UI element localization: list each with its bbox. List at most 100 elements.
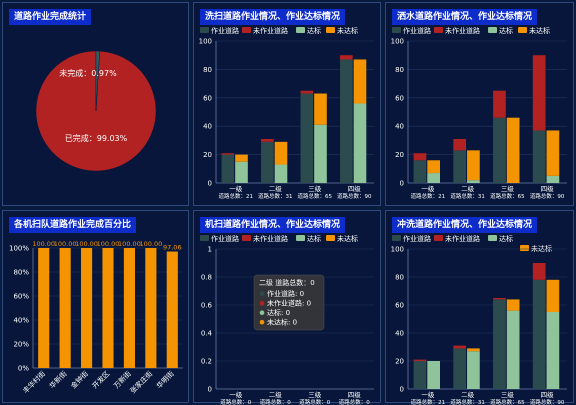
legend-swatch xyxy=(434,27,443,33)
bar-not-reached xyxy=(467,348,480,352)
panel-title: 机扫道路作业情况、作业达标情况 xyxy=(200,217,346,233)
bar-reached xyxy=(467,180,480,183)
y-tick-label: 80 xyxy=(203,66,212,74)
bar-not-reached xyxy=(235,154,248,162)
bar-work-road xyxy=(532,279,546,389)
legend-label: 未达标 xyxy=(529,26,550,35)
bar-reached xyxy=(546,175,560,183)
y-tick-label: 20 xyxy=(395,151,404,159)
x-sublabel: 道路总数：65 xyxy=(490,398,525,405)
bar-work-road xyxy=(261,141,274,183)
bar-work-road xyxy=(453,150,467,183)
x-category-label: 华明街 xyxy=(154,369,175,390)
x-sublabel: 道路总数：90 xyxy=(337,192,372,200)
bar-not-work-road xyxy=(453,345,467,349)
y-tick-label: 80 xyxy=(395,274,404,282)
bar-reached xyxy=(353,103,367,183)
y-tick-label: 60 xyxy=(395,94,404,102)
bar-work-road xyxy=(413,160,427,183)
legend-label: 未作业道路 xyxy=(253,234,288,243)
y-tick-label: 100 xyxy=(391,38,404,46)
legend-swatch xyxy=(296,27,305,33)
tooltip-item: 作业道路: 0 xyxy=(267,289,304,298)
tooltip-box xyxy=(253,274,325,331)
x-sublabel: 道路总数：0 xyxy=(220,398,252,405)
panel-title: 道路作业完成统计 xyxy=(9,9,92,25)
y-tick-label: 0 xyxy=(208,180,212,188)
x-sublabel: 道路总数：31 xyxy=(258,192,293,200)
x-category-label: 开发区 xyxy=(90,369,111,390)
y-tick-label: 100 xyxy=(391,246,404,254)
legend-swatch xyxy=(200,27,209,33)
bar-data-label: 100.00 xyxy=(75,240,98,248)
y-tick-label: 0 xyxy=(208,386,212,394)
bar-chart-team: 0%20%40%60%80%100%100.00丰华村街100.00华新街100… xyxy=(9,240,183,395)
bar-data-label: 100.00 xyxy=(118,240,141,248)
y-tick-label: 0 xyxy=(400,386,404,394)
panel-title: 各机扫队道路作业完成百分比 xyxy=(9,217,137,233)
bar-not-reached xyxy=(546,130,560,176)
x-category-label: 四级 xyxy=(541,184,555,193)
x-category-label: 四级 xyxy=(348,184,362,193)
x-sublabel: 道路总数：65 xyxy=(490,192,525,200)
y-tick-label: 0 xyxy=(400,180,404,188)
bar-not-work-road xyxy=(532,263,546,280)
x-sublabel: 道路总数：90 xyxy=(530,192,565,200)
panel-title: 洗扫道路作业情况、作业达标情况 xyxy=(200,9,346,25)
bar-not-work-road xyxy=(493,90,506,118)
bar-data-label: 97.06 xyxy=(163,244,182,252)
bar-not-work-road xyxy=(493,298,506,300)
panel-flush-roads: 冲洗道路作业情况、作业达标情况 作业道路 未作业道路 达标 未达标 0 20 40 60 80 1… xyxy=(385,210,574,405)
x-category-label: 四级 xyxy=(348,390,362,399)
x-category-label: 二级 xyxy=(269,390,283,399)
bar-data-label: 100.00 xyxy=(139,240,162,248)
bar-not-reached xyxy=(506,117,520,183)
bar-not-reached xyxy=(506,299,520,311)
pie-slice-undone xyxy=(95,50,100,112)
panel-road-completion: 道路作业完成统计 已完成：99.03% 未完成：0.97% xyxy=(2,2,189,206)
y-tick-label: 100% xyxy=(9,245,29,253)
y-tick-label: 80% xyxy=(13,269,29,277)
x-sublabel: 道路总数：0 xyxy=(260,398,292,405)
x-category-label: 二级 xyxy=(269,184,283,193)
legend-label: 达标 xyxy=(499,234,513,243)
bar-not-work-road xyxy=(340,55,353,60)
panel-sprinkle-roads: 洒水道路作业情况、作业达标情况 作业道路 未作业道路 达标 未达标 0 20 40 60 80 1… xyxy=(385,2,574,206)
x-category-label: 一级 xyxy=(229,390,243,399)
bar-team-completion xyxy=(102,248,114,368)
bar-not-reached xyxy=(274,141,288,165)
y-tick-label: 40 xyxy=(395,330,404,338)
x-category-label: 华新街 xyxy=(47,369,68,390)
x-sublabel: 道路总数：31 xyxy=(450,398,485,405)
tooltip-dot xyxy=(259,310,265,315)
x-category-label: 万新街 xyxy=(112,369,133,390)
bar-work-road xyxy=(300,93,314,183)
tooltip-item: 未作业道路: 0 xyxy=(267,299,311,308)
y-tick-label: 40% xyxy=(13,317,29,325)
x-category-label: 四级 xyxy=(541,390,555,399)
panel-sweep-roads: 洗扫道路作业情况、作业达标情况 作业道路 未作业道路 达标 未达标 0 20 40 60 80 1… xyxy=(193,2,381,206)
bar-not-work-road xyxy=(532,55,546,131)
x-category-label: 二级 xyxy=(461,184,475,193)
bar-not-work-road xyxy=(453,138,467,151)
panel-title: 冲洗道路作业情况、作业达标情况 xyxy=(392,217,538,233)
y-tick-label: 100 xyxy=(199,38,212,46)
bar-data-label: 100.00 xyxy=(54,240,77,248)
legend-label: 作业道路 xyxy=(403,234,431,243)
x-sublabel: 道路总数：0 xyxy=(339,398,371,405)
x-sublabel: 道路总数：21 xyxy=(411,192,446,200)
pie-label-undone: 未完成：0.97% xyxy=(59,68,117,78)
legend-label: 作业道路 xyxy=(403,26,431,35)
x-category-label: 三级 xyxy=(501,390,515,399)
bar-work-road xyxy=(413,361,427,389)
bar-not-reached xyxy=(467,150,480,181)
tooltip-dot xyxy=(259,300,265,306)
y-tick-label: 60% xyxy=(13,293,29,301)
y-tick-label: 1 xyxy=(208,246,212,254)
legend-swatch xyxy=(200,235,209,241)
bar-chart-machine-sweep: 作业道路 未作业道路 达标 未达标00.20.40.60.81一级道路总数：0二级道路… xyxy=(200,234,374,405)
y-tick-label: 20 xyxy=(395,358,404,366)
legend-label: 未达标 xyxy=(337,26,358,35)
